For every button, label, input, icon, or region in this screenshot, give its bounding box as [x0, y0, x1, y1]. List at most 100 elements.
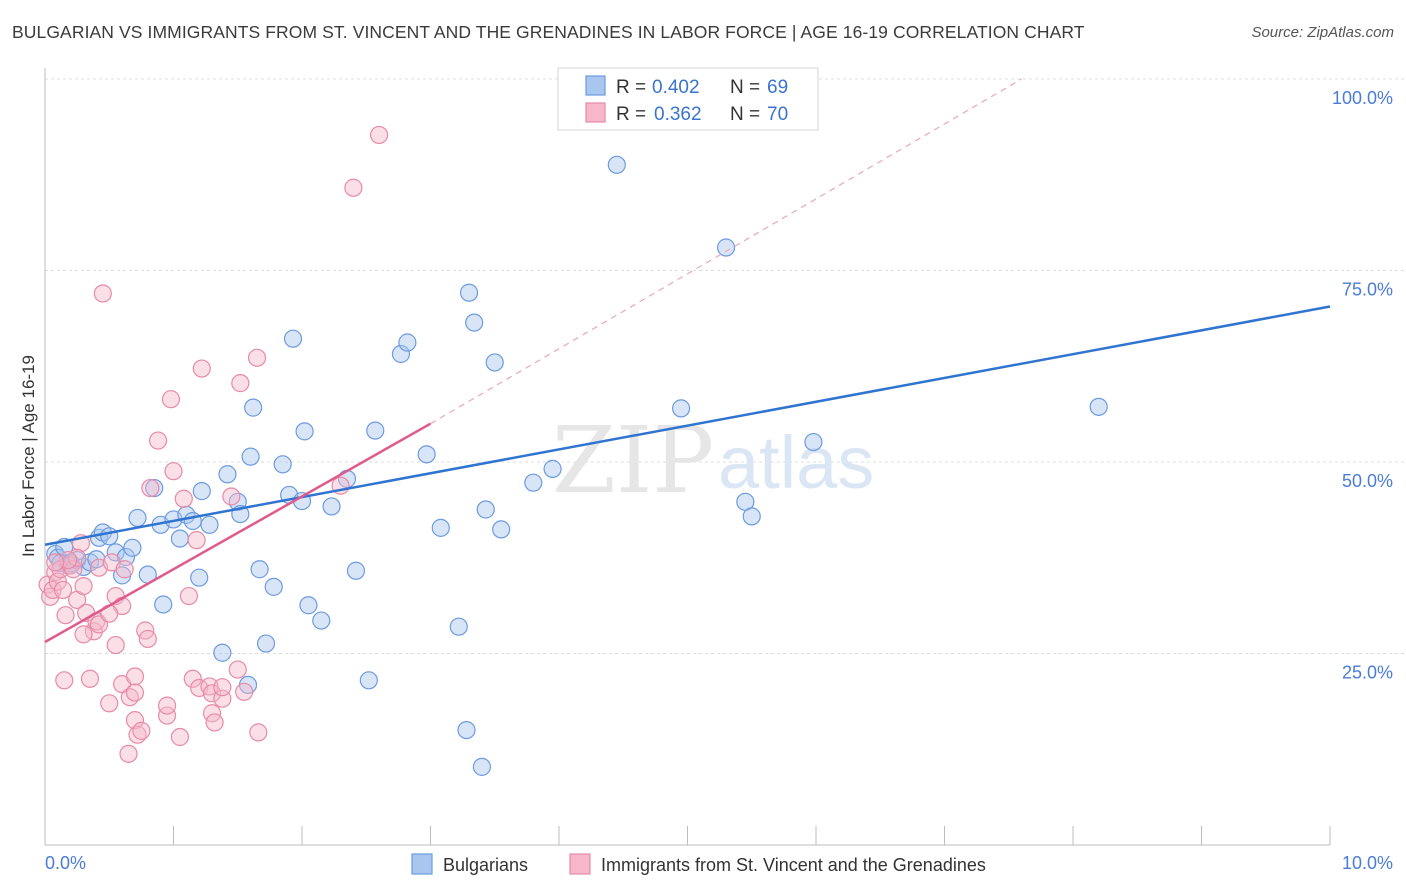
bulgarians-point — [459, 283, 479, 302]
immigrants-point — [138, 629, 157, 649]
immigrants-point — [125, 683, 145, 702]
x-tick-label: 10.0% — [1342, 853, 1393, 873]
immigrants-point — [64, 560, 83, 579]
bulgarians-point — [250, 560, 269, 579]
bulgarians-point — [295, 422, 314, 441]
bulgarians-point — [322, 497, 341, 516]
bulgarians-point — [431, 518, 450, 537]
y-tick-labels: 25.0% 50.0% 75.0% 100.0% — [1332, 88, 1393, 683]
bulgarians-points — [46, 155, 1108, 776]
bulgarians-point — [312, 611, 331, 630]
legend-r-label-immigrants: R = — [616, 104, 646, 125]
bulgarians-point — [742, 507, 761, 526]
bulgarians-point — [213, 643, 232, 662]
immigrants-point — [100, 694, 119, 713]
bulgarians-point — [299, 596, 318, 615]
y-axis-label: In Labor Force | Age 16-19 — [19, 355, 38, 557]
immigrants-point — [56, 606, 75, 625]
immigrants-point — [125, 711, 145, 730]
immigrants-point — [74, 625, 93, 644]
bulgarians-point — [241, 447, 260, 466]
immigrants-point — [132, 721, 151, 740]
immigrants-point — [344, 178, 363, 197]
immigrants-point — [125, 667, 145, 686]
bulgarians-point — [671, 399, 691, 418]
bulgarians-point — [346, 561, 366, 580]
bulgarians-point — [106, 543, 125, 562]
x-tick-labels: 0.0% 10.0% — [45, 853, 1393, 873]
immigrants-point — [55, 671, 74, 690]
bulgarians-point — [543, 459, 562, 478]
immigrants-point — [141, 478, 160, 498]
immigrants-point — [157, 696, 177, 715]
immigrants-point — [187, 531, 206, 550]
immigrants-point — [46, 553, 65, 572]
watermark: ZIP atlas — [552, 407, 874, 514]
series-legend-label-immigrants: Immigrants from St. Vincent and the Gren… — [601, 855, 986, 875]
bulgarians-point — [472, 757, 491, 776]
watermark-zip: ZIP — [552, 407, 714, 514]
bulgarians-point — [607, 155, 626, 174]
chart-title: BULGARIAN VS IMMIGRANTS FROM ST. VINCENT… — [12, 22, 1085, 42]
bulgarians-point — [465, 313, 484, 332]
bulgarians-point — [256, 634, 276, 653]
bulgarians-point — [170, 529, 190, 548]
x-tick-label: 0.0% — [45, 853, 86, 873]
immigrants-point — [222, 487, 241, 506]
bulgarians-point — [273, 455, 292, 474]
legend-n-label-bulgarians: N = — [730, 77, 760, 98]
y-tick-label: 50.0% — [1342, 471, 1393, 491]
y-tick-label: 25.0% — [1342, 663, 1393, 683]
y-tick-label: 75.0% — [1342, 280, 1393, 300]
bulgarians-point — [100, 527, 119, 546]
immigrants-point — [164, 462, 183, 481]
immigrants-point — [247, 348, 267, 367]
y-tick-label: 100.0% — [1332, 88, 1393, 108]
bulgarians-trend-line — [44, 305, 1331, 546]
bulgarians-point — [190, 568, 209, 587]
immigrants-point — [235, 682, 254, 701]
immigrants-point — [115, 560, 134, 579]
legend-swatch-bulgarians — [585, 75, 606, 96]
bulgarians-point — [192, 482, 211, 501]
immigrants-point — [192, 359, 211, 378]
series-legend-swatch-immigrants — [569, 853, 591, 875]
immigrants-point — [148, 431, 168, 450]
bulgarians-point — [244, 398, 263, 417]
bulgarians-point — [128, 508, 147, 528]
immigrants-point — [202, 684, 222, 703]
bulgarians-point — [716, 238, 736, 257]
immigrants-point — [157, 706, 177, 725]
axes — [44, 68, 1331, 846]
immigrants-trend-line — [44, 422, 432, 644]
immigrants-trend-extension — [430, 78, 1022, 425]
immigrants-point — [106, 635, 125, 655]
bulgarians-point — [391, 344, 411, 364]
immigrants-point — [161, 390, 181, 409]
immigrants-point — [249, 723, 268, 742]
series-legend-label-bulgarians: Bulgarians — [443, 855, 528, 875]
immigrants-point — [53, 580, 73, 600]
bulgarians-point — [123, 538, 142, 557]
bulgarians-point — [524, 473, 543, 492]
bulgarians-point — [366, 421, 385, 440]
immigrants-point — [174, 489, 193, 508]
immigrants-point — [213, 678, 232, 697]
stats-legend: R = 0.402 N = 69 R = 0.362 N = 70 — [557, 67, 819, 131]
legend-r-label-bulgarians: R = — [616, 77, 646, 98]
immigrants-point — [74, 576, 93, 596]
immigrants-point — [80, 669, 100, 688]
immigrants-point — [170, 727, 190, 747]
immigrants-point — [228, 660, 247, 679]
bulgarians-point — [417, 445, 436, 464]
bulgarians-point — [449, 617, 468, 636]
legend-swatch-immigrants — [585, 102, 606, 123]
series-legend-swatch-bulgarians — [411, 853, 433, 875]
bulgarians-point — [154, 595, 173, 614]
bulgarians-point — [398, 333, 417, 352]
legend-r-value-bulgarians: 0.402 — [652, 77, 700, 98]
bulgarians-point — [492, 520, 511, 539]
immigrants-point — [231, 374, 250, 393]
bulgarians-point — [359, 671, 378, 690]
